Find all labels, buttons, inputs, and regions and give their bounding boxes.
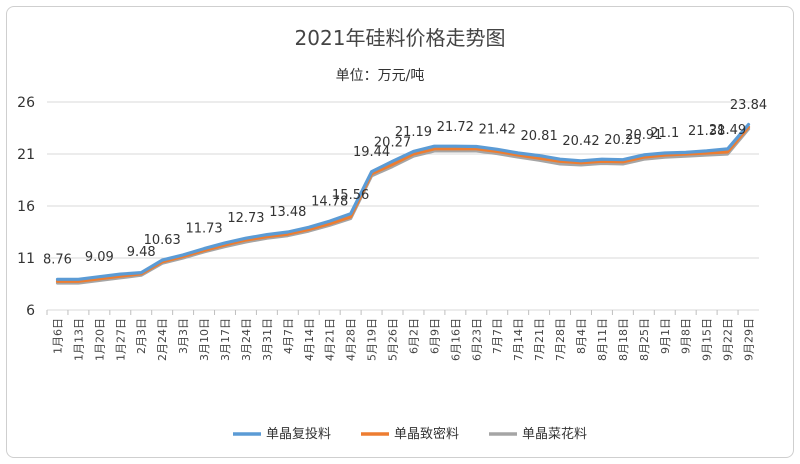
x-tick-label: 1月20日 bbox=[93, 318, 106, 361]
x-tick-label: 2月24日 bbox=[156, 318, 169, 361]
data-label: 19.44 bbox=[353, 145, 390, 160]
x-axis-ticks: 1月6日 1月13日 1月20日 1月27日 2月3日 2月24日 3月3日 3月10日 3月1… bbox=[46, 310, 756, 361]
x-tick-label: 6月23日 bbox=[470, 318, 483, 361]
x-tick-label: 7月28日 bbox=[554, 318, 567, 361]
x-tick-label: 4月28日 bbox=[345, 318, 358, 361]
chart-frame: 2021年硅料价格走势图 单位：万元/吨 6 11 16 21 26 1月6日 1月13日… bbox=[6, 6, 794, 458]
x-tick-label: 9月1日 bbox=[659, 318, 672, 354]
chart-subtitle: 单位：万元/吨 bbox=[336, 68, 425, 84]
data-label: 10.63 bbox=[144, 233, 181, 248]
data-label: 9.09 bbox=[85, 250, 114, 265]
x-tick-label: 5月19日 bbox=[366, 318, 379, 361]
x-tick-label: 9月22日 bbox=[722, 318, 735, 361]
line-chart: 2021年硅料价格走势图 单位：万元/吨 6 11 16 21 26 1月6日 1月13日… bbox=[17, 26, 767, 442]
data-label: 23.84 bbox=[730, 98, 767, 113]
data-label: 20.25 bbox=[604, 133, 641, 148]
data-label: 15.56 bbox=[332, 188, 369, 203]
x-tick-label: 3月3日 bbox=[177, 318, 190, 354]
x-tick-label: 2月3日 bbox=[135, 318, 148, 354]
legend-label: 单晶菜花料 bbox=[522, 426, 587, 442]
x-tick-label: 3月31日 bbox=[261, 318, 274, 361]
data-label: 21.38 bbox=[688, 124, 725, 139]
chart-title: 2021年硅料价格走势图 bbox=[295, 26, 506, 50]
data-label: 12.73 bbox=[227, 211, 264, 226]
x-tick-label: 6月16日 bbox=[449, 318, 462, 361]
x-tick-label: 9月15日 bbox=[701, 318, 714, 361]
x-tick-label: 6月9日 bbox=[428, 318, 441, 354]
data-label: 9.48 bbox=[127, 245, 156, 260]
x-tick-label: 4月21日 bbox=[324, 318, 337, 361]
data-label: 20.81 bbox=[521, 129, 558, 144]
x-tick-label: 3月17日 bbox=[219, 318, 232, 361]
data-label: 21.42 bbox=[479, 122, 516, 137]
x-tick-label: 4月7日 bbox=[282, 318, 295, 354]
x-tick-label: 6月2日 bbox=[407, 318, 420, 354]
data-label: 20.91 bbox=[625, 128, 662, 143]
y-tick-label: 16 bbox=[17, 199, 35, 215]
x-tick-label: 7月14日 bbox=[512, 318, 525, 361]
y-tick-label: 11 bbox=[17, 251, 35, 267]
series-line bbox=[55, 122, 751, 281]
x-tick-label: 3月24日 bbox=[240, 318, 253, 361]
x-tick-label: 9月29日 bbox=[743, 318, 756, 361]
series-lines bbox=[55, 122, 751, 285]
data-label: 21.72 bbox=[437, 120, 474, 135]
y-axis-ticks: 6 11 16 21 26 bbox=[17, 95, 35, 319]
x-tick-label: 4月14日 bbox=[303, 318, 316, 361]
data-label: 14.78 bbox=[311, 195, 348, 210]
data-label: 21.49 bbox=[709, 123, 746, 138]
data-label: 8.76 bbox=[43, 252, 72, 267]
y-tick-label: 21 bbox=[17, 147, 35, 163]
data-label: 11.73 bbox=[185, 221, 222, 236]
x-tick-label: 9月8日 bbox=[680, 318, 693, 354]
legend-label: 单晶复投料 bbox=[266, 426, 331, 442]
data-label: 20.42 bbox=[562, 134, 599, 149]
x-tick-label: 1月27日 bbox=[114, 318, 127, 361]
x-tick-label: 5月26日 bbox=[387, 318, 400, 361]
legend-label: 单晶致密料 bbox=[394, 426, 459, 442]
x-tick-label: 1月6日 bbox=[51, 318, 64, 354]
x-tick-label: 3月10日 bbox=[198, 318, 211, 361]
legend: 单晶复投料 单晶致密料 单晶菜花料 bbox=[233, 426, 587, 442]
y-tick-label: 6 bbox=[26, 303, 35, 319]
data-label: 21.19 bbox=[395, 125, 432, 140]
x-tick-label: 7月21日 bbox=[533, 318, 546, 361]
x-tick-label: 8月25日 bbox=[638, 318, 651, 361]
data-label: 20.27 bbox=[374, 135, 411, 150]
x-tick-label: 8月11日 bbox=[596, 318, 609, 361]
data-label: 13.48 bbox=[269, 205, 306, 220]
x-tick-label: 1月13日 bbox=[72, 318, 85, 361]
x-tick-label: 8月4日 bbox=[575, 318, 588, 354]
y-tick-label: 26 bbox=[17, 95, 35, 111]
x-tick-label: 7月7日 bbox=[491, 318, 504, 354]
x-tick-label: 8月18日 bbox=[617, 318, 630, 361]
data-label: 21.1 bbox=[650, 126, 679, 141]
